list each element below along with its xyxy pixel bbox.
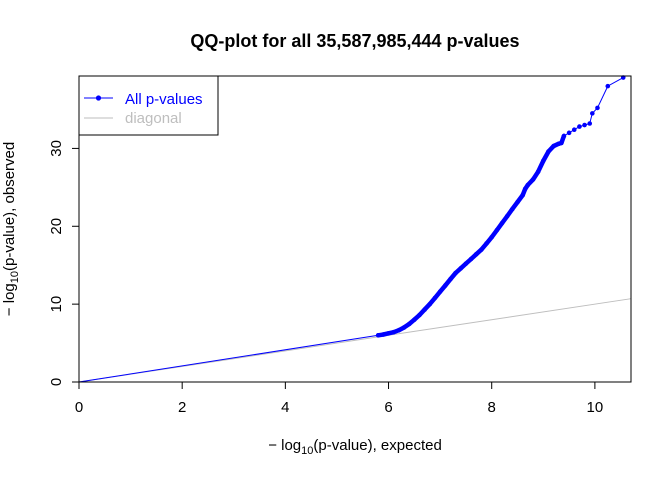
data-point [595, 105, 600, 111]
x-axis-label-prefix: − log [268, 437, 301, 454]
data-point [489, 234, 495, 240]
data-point [448, 276, 453, 282]
data-point [510, 206, 515, 212]
y-axis-label: − log10(p-value), observed [1, 142, 21, 316]
data-point [473, 252, 479, 257]
x-axis-label-subscript: 10 [301, 445, 313, 457]
data-point [566, 130, 572, 136]
data-point [499, 220, 505, 226]
data-point [494, 227, 500, 233]
data-point [479, 247, 484, 252]
x-axis-label-suffix: (p-value), expected [313, 437, 441, 454]
data-point [484, 241, 489, 246]
y-tick-label: 30 [48, 140, 65, 157]
y-axis: 0 10 20 30 [48, 140, 79, 386]
data-point [571, 127, 577, 133]
data-point [381, 332, 386, 337]
x-tick-label: 2 [178, 399, 186, 416]
data-point [386, 331, 391, 336]
x-tick-label: 6 [384, 399, 392, 416]
x-axis: 0 2 4 6 8 10 [75, 382, 603, 416]
legend-label-all-pvalues: All p-values [125, 91, 203, 108]
data-point [525, 182, 531, 188]
legend-label-diagonal: diagonal [125, 110, 182, 127]
series-layer [78, 75, 626, 383]
data-point [577, 124, 582, 129]
data-point [432, 295, 438, 301]
data-point [546, 149, 551, 154]
y-tick-label: 0 [48, 378, 65, 386]
data-point [458, 266, 464, 271]
data-point [401, 325, 407, 330]
y-axis-label-subscript: 10 [9, 271, 21, 283]
data-point [375, 332, 381, 338]
data-point [540, 158, 546, 164]
data-point [561, 133, 567, 139]
data-point [468, 256, 474, 262]
data-point [551, 143, 556, 149]
x-tick-label: 10 [587, 399, 604, 416]
legend-box [78, 75, 219, 136]
data-point [437, 289, 443, 294]
x-axis-label: − log10(p-value), expected [268, 437, 442, 457]
data-point [504, 213, 510, 219]
y-axis-label-prefix: − log [1, 283, 18, 316]
x-tick-label: 8 [488, 399, 496, 416]
data-point [417, 312, 422, 318]
y-axis-label-suffix: (p-value), observed [1, 142, 18, 271]
data-point [520, 192, 525, 198]
data-point [427, 301, 433, 307]
y-tick-label: 10 [48, 296, 65, 313]
chart-title: QQ-plot for all 35,587,985,444 p-values [190, 31, 519, 51]
data-point [515, 199, 520, 205]
data-point [582, 122, 587, 128]
data-point [587, 121, 593, 126]
data-point [406, 321, 412, 327]
data-point [453, 270, 458, 276]
data-point [530, 177, 536, 182]
data-point [422, 307, 427, 312]
data-point [559, 140, 564, 146]
data-point [605, 83, 611, 89]
data-point [535, 169, 541, 175]
data-point [442, 283, 448, 288]
data-point [463, 261, 469, 266]
x-tick-label: 0 [75, 399, 83, 416]
series-band-all-pvalues [375, 133, 567, 338]
x-tick-label: 4 [281, 399, 289, 416]
legend-marker-all-pvalues [95, 95, 102, 101]
legend: All p-values diagonal [78, 75, 219, 136]
y-tick-label: 20 [48, 218, 65, 235]
data-point [590, 111, 595, 116]
data-point [396, 327, 402, 333]
data-point [522, 186, 528, 192]
plot-frame [78, 75, 632, 383]
data-point [412, 317, 417, 323]
data-point [391, 329, 396, 335]
